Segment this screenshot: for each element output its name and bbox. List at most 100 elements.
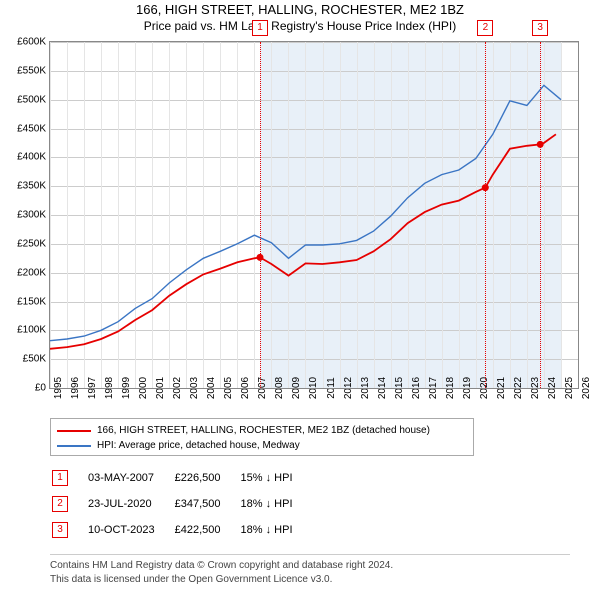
grid-horizontal: [50, 273, 578, 274]
y-axis-tick-label: £500K: [17, 94, 50, 105]
x-axis-tick-label: 2014: [374, 377, 388, 399]
sale-index-box: 3: [52, 522, 68, 538]
page-title: 166, HIGH STREET, HALLING, ROCHESTER, ME…: [0, 0, 600, 19]
grid-vertical: [561, 42, 562, 388]
x-axis-tick-label: 1997: [84, 377, 98, 399]
grid-vertical: [425, 42, 426, 388]
legend-label: HPI: Average price, detached house, Medw…: [97, 438, 300, 453]
grid-vertical: [493, 42, 494, 388]
sale-delta-hpi: 18% ↓ HPI: [241, 518, 311, 542]
sale-index-box: 2: [52, 496, 68, 512]
x-axis-tick-label: 2006: [237, 377, 251, 399]
sale-date: 23-JUL-2020: [88, 492, 173, 516]
x-axis-tick-label: 2018: [442, 377, 456, 399]
x-axis-tick-label: 2005: [220, 377, 234, 399]
sale-marker-line: [260, 42, 261, 388]
grid-vertical: [50, 42, 51, 388]
grid-vertical: [203, 42, 204, 388]
grid-vertical: [271, 42, 272, 388]
x-axis-tick-label: 2020: [476, 377, 490, 399]
grid-vertical: [84, 42, 85, 388]
x-axis-tick-label: 2008: [271, 377, 285, 399]
y-axis-tick-label: £450K: [17, 123, 50, 134]
x-axis-tick-label: 1996: [67, 377, 81, 399]
sales-table: 1 03-MAY-2007£226,50015% ↓ HPI 2 23-JUL-202…: [50, 464, 313, 544]
sale-delta-hpi: 15% ↓ HPI: [241, 466, 311, 490]
grid-vertical: [374, 42, 375, 388]
x-axis-tick-label: 2024: [544, 377, 558, 399]
grid-horizontal: [50, 302, 578, 303]
table-row: 2 23-JUL-2020£347,50018% ↓ HPI: [52, 492, 311, 516]
x-axis-tick-label: 2015: [391, 377, 405, 399]
grid-vertical: [135, 42, 136, 388]
sale-price: £226,500: [175, 466, 239, 490]
y-axis-tick-label: £250K: [17, 238, 50, 249]
y-axis-tick-label: £600K: [17, 37, 50, 48]
grid-horizontal: [50, 244, 578, 245]
sale-index-box: 1: [52, 470, 68, 486]
grid-horizontal: [50, 157, 578, 158]
grid-vertical: [527, 42, 528, 388]
grid-vertical: [340, 42, 341, 388]
y-axis-tick-label: £150K: [17, 296, 50, 307]
x-axis-tick-label: 2007: [254, 377, 268, 399]
table-row: 3 10-OCT-2023£422,50018% ↓ HPI: [52, 518, 311, 542]
x-axis-tick-label: 2016: [408, 377, 422, 399]
grid-vertical: [408, 42, 409, 388]
x-axis-tick-label: 2021: [493, 377, 507, 399]
sale-marker-index-box: 2: [477, 20, 493, 36]
grid-vertical: [305, 42, 306, 388]
x-axis-tick-label: 1998: [101, 377, 115, 399]
sale-marker-index-box: 3: [532, 20, 548, 36]
grid-vertical: [459, 42, 460, 388]
sale-price: £347,500: [175, 492, 239, 516]
footer-line-2: This data is licensed under the Open Gov…: [50, 574, 332, 585]
grid-horizontal: [50, 186, 578, 187]
grid-horizontal: [50, 129, 578, 130]
x-axis-tick-label: 2025: [561, 377, 575, 399]
x-axis-tick-label: 2004: [203, 377, 217, 399]
sale-marker-line: [540, 42, 541, 388]
grid-vertical: [357, 42, 358, 388]
grid-vertical: [476, 42, 477, 388]
legend-label: 166, HIGH STREET, HALLING, ROCHESTER, ME…: [97, 423, 430, 438]
sale-marker-index-box: 1: [252, 20, 268, 36]
grid-horizontal: [50, 71, 578, 72]
grid-vertical: [118, 42, 119, 388]
sale-delta-hpi: 18% ↓ HPI: [241, 492, 311, 516]
x-axis-tick-label: 2023: [527, 377, 541, 399]
grid-horizontal: [50, 215, 578, 216]
line-chart: £0£50K£100K£150K£200K£250K£300K£350K£400…: [50, 42, 578, 388]
footer-line-1: Contains HM Land Registry data © Crown c…: [50, 560, 393, 571]
grid-vertical: [288, 42, 289, 388]
x-axis-tick-label: 2000: [135, 377, 149, 399]
legend-swatch: [57, 445, 91, 447]
y-axis-tick-label: £400K: [17, 152, 50, 163]
grid-vertical: [152, 42, 153, 388]
grid-vertical: [67, 42, 68, 388]
grid-vertical: [169, 42, 170, 388]
grid-vertical: [510, 42, 511, 388]
grid-vertical: [237, 42, 238, 388]
x-axis-tick-label: 2017: [425, 377, 439, 399]
grid-horizontal: [50, 330, 578, 331]
x-axis-tick-label: 2026: [578, 377, 592, 399]
page-subtitle: Price paid vs. HM Land Registry's House …: [0, 19, 600, 37]
grid-vertical: [578, 42, 579, 388]
sale-date: 10-OCT-2023: [88, 518, 173, 542]
x-axis-tick-label: 2009: [288, 377, 302, 399]
grid-horizontal: [50, 100, 578, 101]
y-axis-tick-label: £0: [35, 383, 50, 394]
grid-horizontal: [50, 359, 578, 360]
grid-vertical: [220, 42, 221, 388]
x-axis-tick-label: 2002: [169, 377, 183, 399]
x-axis-tick-label: 2019: [459, 377, 473, 399]
sale-price: £422,500: [175, 518, 239, 542]
grid-vertical: [544, 42, 545, 388]
legend: 166, HIGH STREET, HALLING, ROCHESTER, ME…: [50, 418, 474, 456]
x-axis-tick-label: 2001: [152, 377, 166, 399]
grid-vertical: [186, 42, 187, 388]
sale-marker-line: [485, 42, 486, 388]
sale-date: 03-MAY-2007: [88, 466, 173, 490]
x-axis-tick-label: 2010: [305, 377, 319, 399]
